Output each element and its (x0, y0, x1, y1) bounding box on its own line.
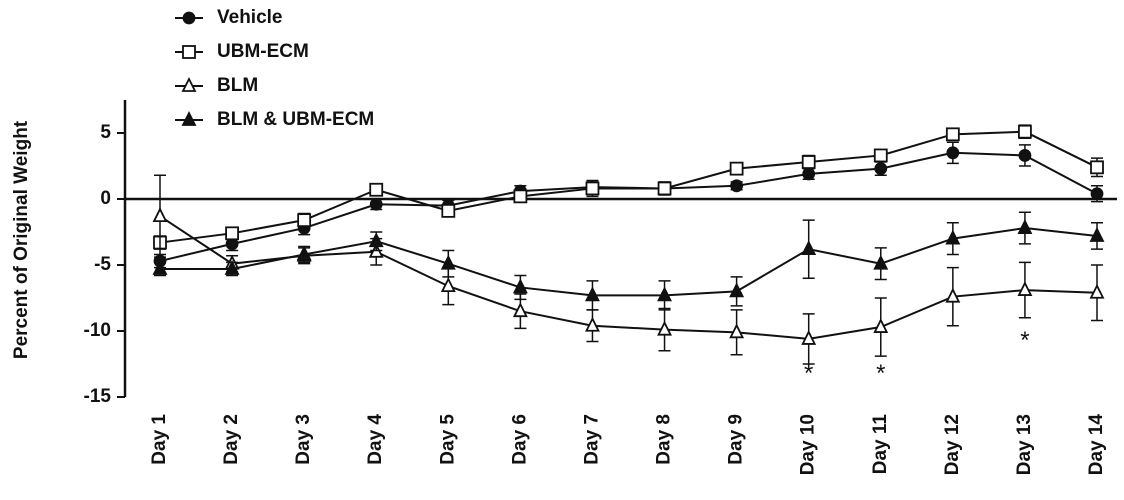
point (369, 197, 383, 211)
point (801, 329, 817, 345)
point (585, 316, 600, 332)
point (945, 287, 961, 303)
point (657, 181, 672, 196)
x-tick-label: Day 5 (437, 414, 458, 465)
point (874, 162, 888, 176)
point (1018, 149, 1032, 162)
annotation: * (1020, 327, 1029, 354)
annotation: * (804, 360, 813, 387)
point (730, 179, 744, 193)
point (873, 318, 889, 333)
point (1017, 281, 1033, 296)
series-line (159, 215, 1098, 340)
y-tick-label: 0 (100, 188, 111, 209)
point (182, 45, 196, 59)
point (441, 203, 456, 218)
y-tick-label: -5 (94, 254, 111, 275)
y-tick-label: -10 (84, 320, 111, 341)
x-tick-label: Day 10 (798, 414, 819, 475)
point (946, 146, 960, 160)
point (440, 254, 456, 270)
point (1018, 124, 1032, 139)
point (181, 110, 197, 126)
x-tick-label: Day 1 (149, 414, 170, 465)
series (152, 211, 1105, 311)
point (801, 155, 816, 169)
x-tick-label: Day 13 (1014, 414, 1035, 475)
x-tick-label: Day 3 (293, 414, 314, 465)
point (657, 320, 672, 336)
point (945, 127, 960, 142)
x-tick-label: Day 7 (581, 414, 602, 465)
point (296, 245, 312, 261)
point (182, 11, 196, 25)
point (945, 229, 961, 245)
point (1017, 219, 1033, 234)
legend-label: Vehicle (217, 7, 283, 28)
point (729, 282, 745, 298)
legend-label: UBM-ECM (217, 41, 309, 62)
point (513, 189, 528, 204)
point (801, 240, 817, 256)
point (729, 161, 744, 176)
point (152, 259, 168, 275)
annotation: * (876, 360, 885, 387)
series (153, 141, 1104, 269)
series (153, 124, 1104, 250)
y-tick-label: -15 (84, 386, 112, 407)
x-tick-label: Day 12 (942, 414, 963, 475)
point (1090, 160, 1104, 175)
series (152, 174, 1105, 365)
point (368, 232, 384, 248)
x-tick-label: Day 4 (365, 414, 386, 465)
point (297, 213, 312, 228)
series-line (159, 151, 1098, 263)
point (512, 302, 528, 318)
legend-label: BLM & UBM-ECM (217, 109, 374, 130)
y-axis-label: Percent of Original Weight (11, 120, 32, 359)
x-tick-label: Day 14 (1086, 414, 1107, 476)
point (1089, 226, 1105, 242)
point (585, 286, 600, 302)
series-line (159, 130, 1098, 244)
x-tick-label: Day 6 (509, 414, 530, 465)
series-line (160, 227, 1098, 297)
x-tick-label: Day 9 (726, 414, 747, 465)
x-tick-label: Day 11 (870, 414, 891, 475)
point (873, 254, 889, 270)
point (585, 181, 600, 196)
point (440, 277, 456, 293)
point (181, 76, 197, 92)
legend-label: BLM (217, 75, 258, 96)
point (802, 167, 816, 181)
point (152, 207, 168, 223)
point (512, 278, 528, 294)
point (657, 286, 672, 302)
y-tick-label: 5 (100, 122, 111, 143)
point (873, 148, 888, 163)
point (1089, 283, 1105, 299)
point (1090, 187, 1104, 201)
x-tick-label: Day 8 (654, 414, 675, 465)
x-tick-label: Day 2 (221, 414, 242, 465)
point (224, 259, 240, 275)
point (729, 323, 745, 339)
point (369, 182, 384, 197)
point (225, 226, 239, 241)
